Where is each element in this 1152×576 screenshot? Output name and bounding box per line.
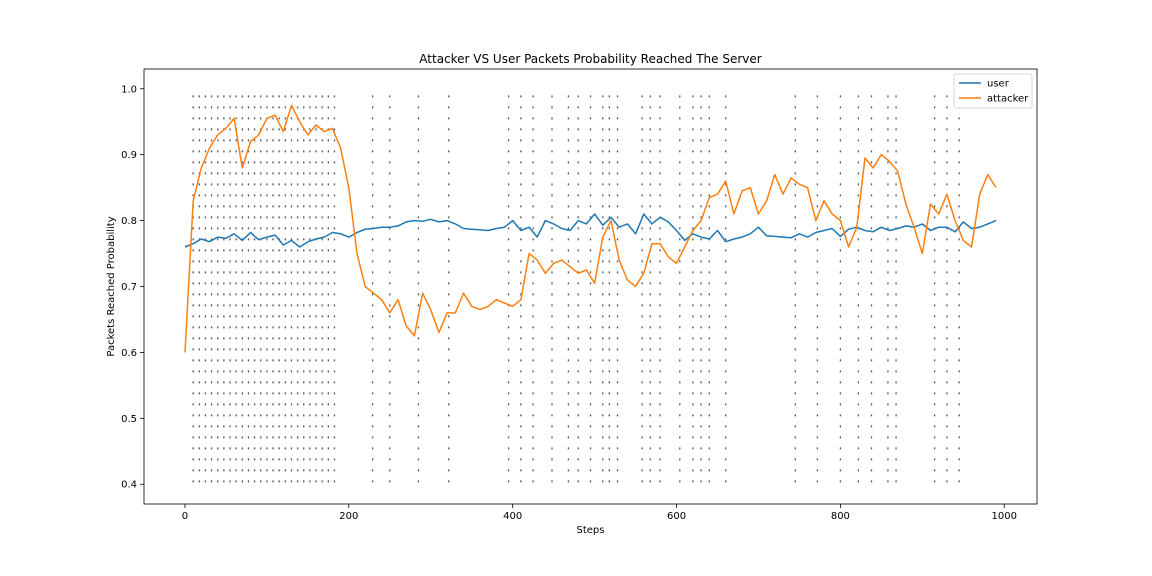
y-tick-label: 0.4 — [121, 480, 137, 491]
y-tick-label: 0.9 — [121, 150, 137, 161]
x-tick-label: 200 — [339, 511, 358, 522]
series-line-attacker — [184, 104, 997, 353]
y-tick-label: 0.8 — [121, 216, 137, 227]
series-line-user — [184, 213, 997, 248]
legend-label-attacker: attacker — [987, 94, 1029, 105]
x-tick-label: 800 — [831, 511, 850, 522]
chart-title: Attacker VS User Packets Probability Rea… — [419, 52, 761, 66]
series-lines — [184, 104, 997, 353]
y-tick-label: 0.6 — [121, 348, 137, 359]
y-tick-label: 1.0 — [121, 84, 137, 95]
x-tick-label: 400 — [503, 511, 522, 522]
y-axis-ticks: 0.4 0.5 0.6 0.7 0.8 0.9 1.0 — [121, 84, 144, 491]
y-tick-label: 0.5 — [121, 414, 137, 425]
plot-frame — [143, 68, 1038, 505]
x-axis-label: Steps — [577, 525, 605, 536]
x-tick-label: 600 — [667, 511, 686, 522]
y-axis-label: Packets Reached Probability — [106, 216, 117, 356]
y-tick-label: 0.7 — [121, 282, 137, 293]
legend: user attacker — [953, 73, 1033, 109]
x-tick-label: 0 — [182, 511, 188, 522]
x-axis-ticks: 0 200 400 600 800 1000 — [182, 504, 1017, 522]
x-tick-label: 1000 — [992, 511, 1017, 522]
attack-event-markers — [192, 95, 960, 491]
legend-label-user: user — [987, 79, 1010, 90]
